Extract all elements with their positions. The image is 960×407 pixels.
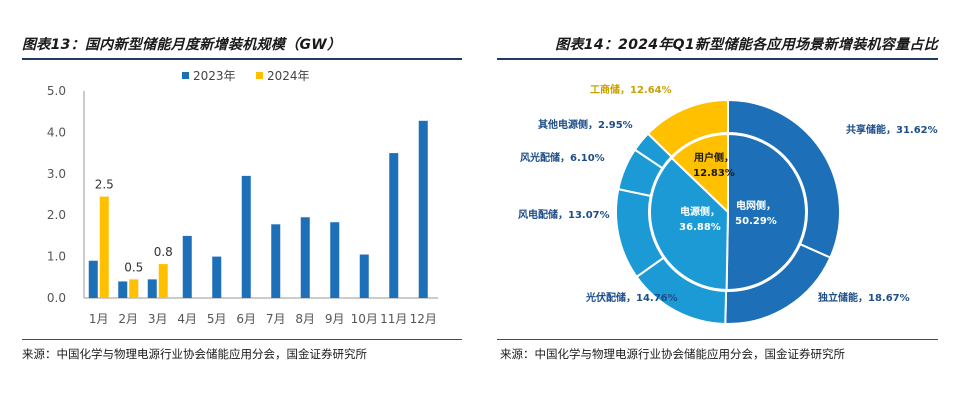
bar-2024-data-label: 2.5 (95, 178, 114, 192)
x-tick-label: 3月 (148, 312, 168, 326)
x-tick-label: 5月 (207, 312, 227, 326)
left-source-rule (22, 339, 462, 340)
x-tick-label: 10月 (351, 312, 378, 326)
legend-swatch-2023 (182, 72, 189, 79)
x-tick-label: 6月 (236, 312, 256, 326)
bar-2023 (359, 254, 369, 298)
inner-pie-slice (649, 156, 730, 292)
y-tick-label: 2.0 (47, 208, 66, 222)
outer-slice-label: 光伏配储，14.76% (585, 291, 678, 304)
bar-2024 (129, 279, 139, 298)
legend-swatch-2024 (256, 72, 263, 79)
bar-2024-data-label: 0.5 (124, 260, 143, 274)
inner-slice-value: 12.83% (693, 168, 735, 179)
y-tick-label: 1.0 (47, 250, 66, 264)
x-tick-label: 2月 (118, 312, 138, 326)
outer-slice-label: 独立储能，18.67% (818, 291, 910, 304)
y-tick-label: 5.0 (47, 84, 66, 98)
x-tick-label: 11月 (380, 312, 407, 326)
left-chart-title: 图表13：国内新型储能月度新增装机规模（GW） (22, 37, 342, 53)
right-source-note: 来源：中国化学与物理电源行业协会储能应用分会，国金证券研究所 (500, 347, 845, 361)
inner-pie-slice (670, 132, 729, 215)
x-tick-label: 4月 (177, 312, 197, 326)
legend-label-2023: 2023年 (193, 69, 236, 83)
inner-slice-label: 电源侧， (680, 205, 720, 218)
bar-2023 (271, 224, 281, 298)
bar-2024 (158, 264, 168, 298)
x-tick-label: 12月 (410, 312, 437, 326)
y-tick-label: 3.0 (47, 167, 66, 181)
bar-2023 (300, 217, 310, 298)
bar-2023 (241, 175, 251, 298)
inner-pie-slice (725, 132, 807, 291)
bar-chart: 0.01.02.03.04.05.01月 2月 3月 4月 5月 6月 7月 8月 9月 10月 1… (47, 69, 438, 326)
x-tick-label: 9月 (325, 312, 345, 326)
inner-slice-label: 电网侧， (736, 199, 776, 212)
bar-2024-data-label: 0.8 (154, 245, 173, 259)
inner-slice-value: 36.88% (679, 222, 721, 233)
bar-2023 (330, 222, 340, 298)
bar-2023 (182, 235, 192, 298)
bar-2023 (418, 120, 428, 298)
outer-slice-label: 风电配储，13.07% (518, 208, 610, 221)
right-chart-title: 图表14：2024年Q1新型储能各应用场景新增装机容量占比 (555, 37, 938, 53)
bar-2023 (118, 281, 128, 298)
donut-chart: 电网侧， 50.29% 电源侧， 36.88% 用户侧， 12.83% 共享储能，31.62… (518, 83, 938, 325)
right-source-rule (497, 339, 938, 340)
inner-slice-label: 用户侧， (693, 151, 734, 164)
outer-slice-label: 共享储能，31.62% (846, 123, 938, 136)
x-tick-label: 8月 (295, 312, 315, 326)
left-source-note: 来源：中国化学与物理电源行业协会储能应用分会，国金证券研究所 (22, 347, 367, 361)
outer-slice-label: 其他电源侧，2.95% (538, 118, 633, 131)
x-tick-label: 7月 (266, 312, 286, 326)
bar-2024 (99, 196, 109, 298)
x-tick-label: 1月 (89, 312, 109, 326)
outer-slice-label: 工商储，12.64% (590, 83, 672, 96)
y-tick-label: 4.0 (47, 125, 66, 139)
right-title-rule (497, 58, 938, 60)
left-title-rule (22, 58, 462, 60)
bar-2023 (147, 279, 157, 298)
outer-slice-label: 风光配储，6.10% (520, 151, 605, 164)
bar-2023 (212, 256, 222, 298)
bar-2023 (389, 153, 399, 298)
legend-label-2024: 2024年 (267, 69, 310, 83)
y-tick-label: 0.0 (47, 291, 66, 305)
inner-slice-value: 50.29% (735, 216, 777, 227)
bar-2023 (88, 260, 98, 298)
